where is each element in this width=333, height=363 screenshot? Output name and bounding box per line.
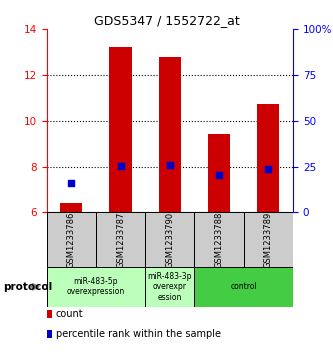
Text: percentile rank within the sample: percentile rank within the sample <box>56 329 221 339</box>
Text: GDS5347 / 1552722_at: GDS5347 / 1552722_at <box>94 15 239 28</box>
Bar <box>257 104 279 212</box>
Text: GSM1233788: GSM1233788 <box>214 211 224 268</box>
Text: GSM1233787: GSM1233787 <box>116 211 125 268</box>
Text: GSM1233786: GSM1233786 <box>67 211 76 268</box>
Text: GSM1233789: GSM1233789 <box>264 212 273 268</box>
Bar <box>208 134 230 212</box>
Bar <box>96 212 145 267</box>
Point <box>167 163 172 168</box>
Point <box>69 180 74 186</box>
Text: count: count <box>56 309 83 319</box>
Bar <box>194 267 293 307</box>
Text: GSM1233790: GSM1233790 <box>165 212 174 268</box>
Point <box>216 172 222 178</box>
Point <box>118 163 123 169</box>
Text: miR-483-3p
overexpr
ession: miR-483-3p overexpr ession <box>148 272 192 302</box>
Point <box>266 166 271 172</box>
Bar <box>60 203 82 212</box>
Bar <box>47 212 96 267</box>
Bar <box>145 267 194 307</box>
Bar <box>110 47 132 212</box>
Text: protocol: protocol <box>3 282 53 292</box>
Bar <box>159 57 181 212</box>
Bar <box>47 267 145 307</box>
Text: miR-483-5p
overexpression: miR-483-5p overexpression <box>67 277 125 297</box>
Text: control: control <box>230 282 257 291</box>
Bar <box>145 212 194 267</box>
Bar <box>194 212 244 267</box>
Bar <box>244 212 293 267</box>
